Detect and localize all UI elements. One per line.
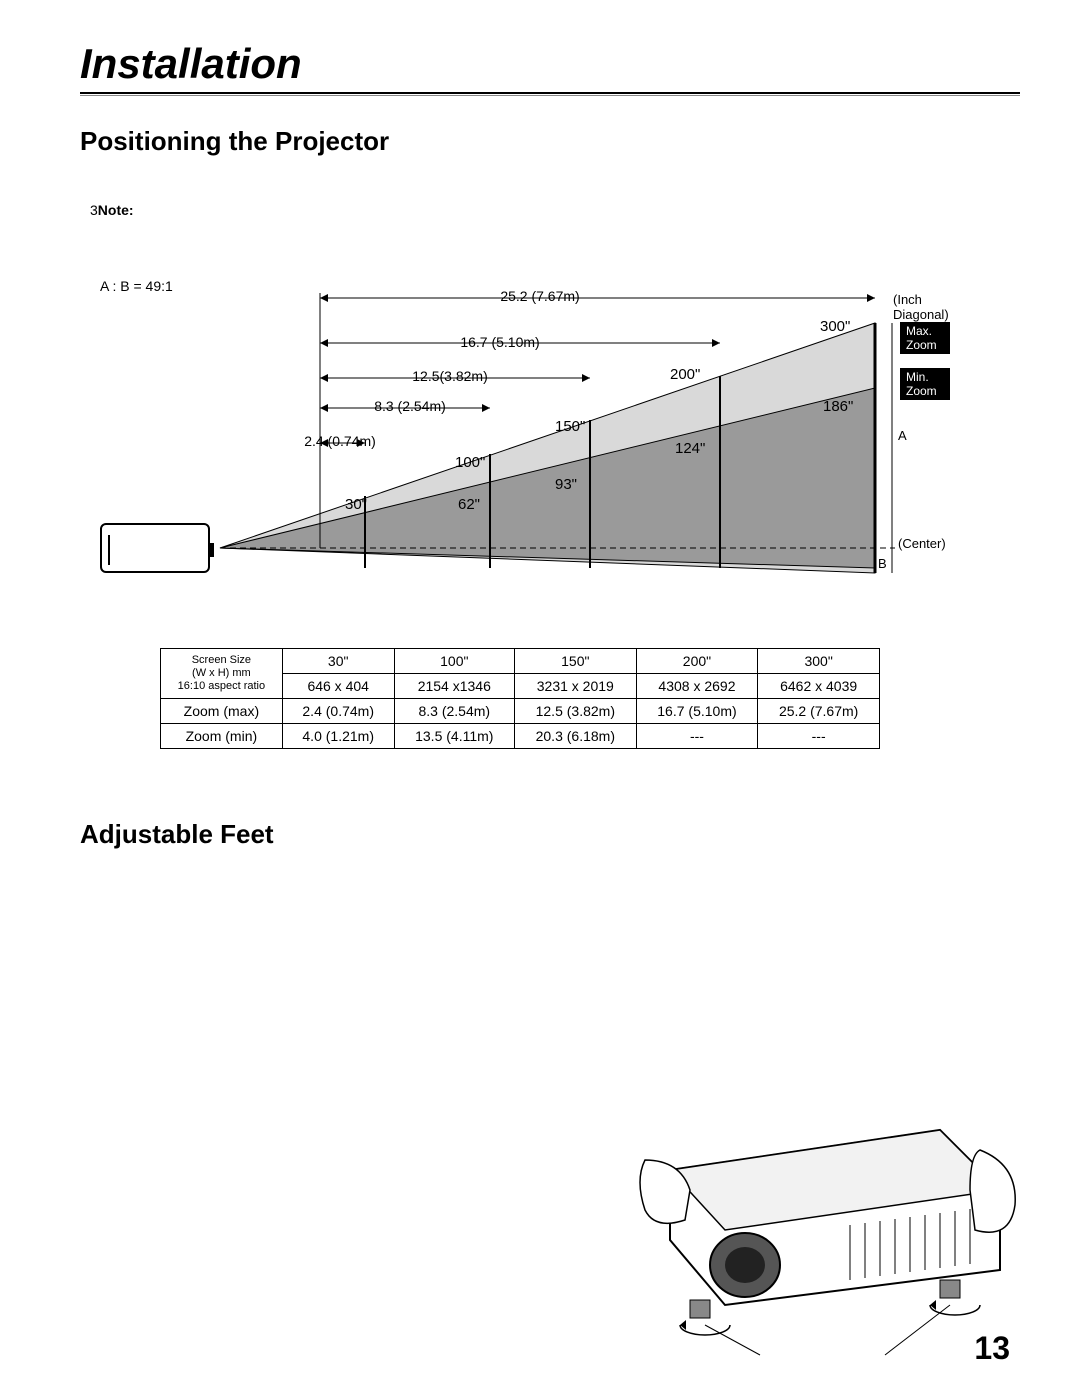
zmin-1: 13.5 (4.11m)	[394, 724, 514, 749]
zmax-1: 8.3 (2.54m)	[394, 699, 514, 724]
title-divider	[80, 92, 1020, 96]
dist-100: 8.3 (2.54m)	[350, 398, 470, 414]
zmin-2: 20.3 (6.18m)	[514, 724, 636, 749]
center-label: (Center)	[898, 536, 946, 551]
screen-124: 124"	[675, 440, 705, 457]
dist-150: 12.5(3.82m)	[390, 368, 510, 384]
hdr-screen-size: Screen Size (W x H) mm 16:10 aspect rati…	[161, 649, 283, 699]
zmin-4: ---	[758, 724, 880, 749]
projection-diagram: A : B = 49:1	[100, 298, 950, 618]
hdr-l2: (W x H) mm	[192, 667, 251, 679]
zmin-0: 4.0 (1.21m)	[282, 724, 394, 749]
screen-200: 200"	[670, 366, 700, 383]
zmax-4: 25.2 (7.67m)	[758, 699, 880, 724]
section-adjustable-title: Adjustable Feet	[80, 819, 1020, 850]
zmax-label: Zoom (max)	[161, 699, 283, 724]
col-150: 150"	[514, 649, 636, 674]
note-number: 3	[90, 202, 98, 218]
table-row: Zoom (max) 2.4 (0.74m) 8.3 (2.54m) 12.5 …	[161, 699, 880, 724]
screen-150: 150"	[555, 418, 585, 435]
table-row: Zoom (min) 4.0 (1.21m) 13.5 (4.11m) 20.3…	[161, 724, 880, 749]
dim-2: 3231 x 2019	[514, 674, 636, 699]
projector-feet-illustration	[630, 1110, 1020, 1360]
projector-icon	[100, 523, 210, 573]
screen-30: 30"	[345, 496, 367, 513]
section-adjustable-feet: Adjustable Feet	[80, 819, 1020, 850]
zmin-label: Zoom (min)	[161, 724, 283, 749]
note-word: Note:	[98, 202, 134, 218]
page-number: 13	[974, 1330, 1010, 1367]
a-label: A	[898, 428, 907, 443]
dim-4: 6462 x 4039	[758, 674, 880, 699]
screen-300: 300"	[820, 318, 850, 335]
zmin-3: ---	[636, 724, 758, 749]
dist-300: 25.2 (7.67m)	[480, 288, 600, 304]
dim-1: 2154 x1346	[394, 674, 514, 699]
ratio-label: A : B = 49:1	[100, 278, 173, 294]
projection-table: Screen Size (W x H) mm 16:10 aspect rati…	[160, 648, 880, 749]
inch-diagonal-label: (Inch Diagonal)	[893, 292, 950, 322]
screen-62: 62"	[458, 496, 480, 513]
col-300: 300"	[758, 649, 880, 674]
dist-30: 2.4 (0.74m)	[290, 433, 390, 449]
min-zoom-label: Min. Zoom	[900, 368, 950, 400]
col-30: 30"	[282, 649, 394, 674]
col-100: 100"	[394, 649, 514, 674]
screen-186: 186"	[823, 398, 853, 415]
zmax-2: 12.5 (3.82m)	[514, 699, 636, 724]
max-zoom-label: Max. Zoom	[900, 322, 950, 354]
page-title: Installation	[80, 40, 1020, 88]
hdr-l1: Screen Size	[192, 654, 251, 666]
table-header-row: Screen Size (W x H) mm 16:10 aspect rati…	[161, 649, 880, 674]
zmax-0: 2.4 (0.74m)	[282, 699, 394, 724]
dim-0: 646 x 404	[282, 674, 394, 699]
screen-93: 93"	[555, 476, 577, 493]
hdr-l3: 16:10 aspect ratio	[178, 680, 265, 692]
b-label: B	[878, 556, 887, 571]
zmax-3: 16.7 (5.10m)	[636, 699, 758, 724]
section-positioning-title: Positioning the Projector	[80, 126, 1020, 157]
screen-100: 100"	[455, 454, 485, 471]
dim-3: 4308 x 2692	[636, 674, 758, 699]
note-label: 3Note:	[90, 202, 1020, 218]
dist-200: 16.7 (5.10m)	[440, 334, 560, 350]
col-200: 200"	[636, 649, 758, 674]
